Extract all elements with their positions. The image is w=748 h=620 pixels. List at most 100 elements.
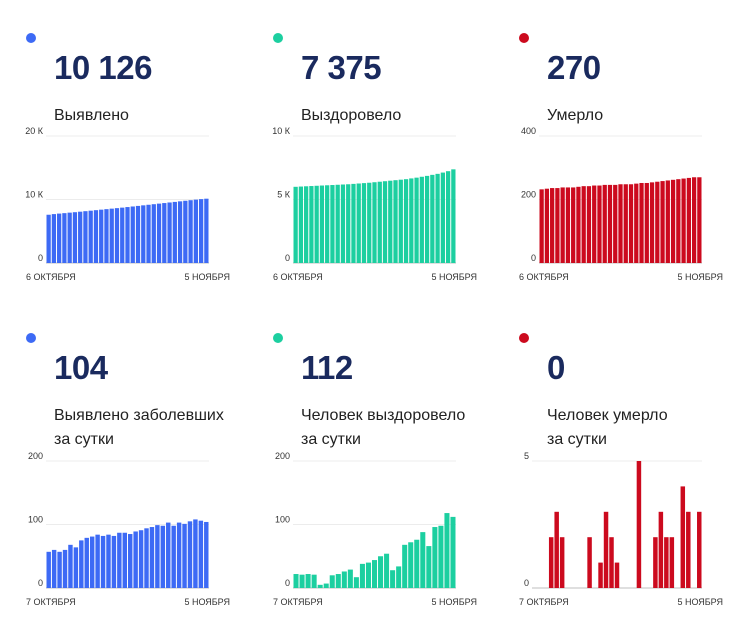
bar (67, 212, 72, 263)
x-tick-start: 7 ОКТЯБРЯ (273, 597, 323, 607)
bar (356, 183, 361, 263)
bar (188, 200, 193, 263)
y-tick-label: 5 (524, 451, 529, 461)
bar (130, 206, 135, 263)
y-tick-label: 0 (524, 578, 529, 588)
bar (384, 553, 390, 588)
stat-label-line: Выздоровело (301, 107, 402, 124)
bar (576, 186, 581, 263)
stat-value: 0 (547, 349, 565, 386)
bar (89, 536, 95, 588)
legend-dot (519, 333, 529, 343)
bar (658, 511, 664, 588)
bar (655, 181, 660, 263)
bar (51, 549, 57, 588)
bar (347, 569, 353, 588)
x-tick-end: 5 НОЯБРЯ (431, 272, 477, 282)
bar (79, 540, 84, 589)
x-tick-start: 6 ОКТЯБРЯ (26, 272, 76, 282)
bar (554, 511, 559, 588)
y-tick-label: 100 (28, 515, 43, 525)
bar (346, 184, 351, 263)
bar (634, 183, 639, 264)
x-tick-start: 7 ОКТЯБРЯ (519, 597, 569, 607)
bar (450, 516, 456, 588)
bar (78, 211, 83, 263)
stat-label: Человек выздоровело за сутки (301, 404, 501, 452)
stat-label: Умерло (547, 104, 747, 128)
bar (171, 525, 176, 588)
stat-label: Выявлено (54, 104, 254, 128)
legend-dot (273, 333, 283, 343)
bar (676, 179, 681, 263)
bar (204, 198, 209, 263)
bar (432, 527, 438, 588)
bar (367, 182, 372, 263)
bar (550, 188, 555, 263)
y-tick-label: 100 (275, 515, 290, 525)
bar (680, 486, 686, 588)
bar (660, 181, 665, 263)
bar (299, 574, 305, 588)
bar (62, 213, 67, 263)
bar (670, 179, 676, 263)
stat-label: Выявлено заболевших за сутки (54, 404, 254, 452)
bar (581, 186, 586, 263)
bar (183, 200, 188, 263)
bar (151, 204, 156, 263)
bar (335, 184, 340, 263)
bar (293, 186, 298, 263)
bar (135, 205, 141, 263)
bar (160, 525, 166, 588)
bar (396, 566, 402, 588)
bar (117, 532, 122, 588)
bar (335, 574, 341, 588)
y-tick-label: 200 (28, 451, 43, 461)
bar (403, 179, 409, 263)
bar (378, 556, 384, 588)
bar (329, 575, 335, 588)
bar (176, 522, 182, 588)
legend-dot (26, 333, 36, 343)
bar (424, 175, 430, 263)
bar (156, 203, 162, 263)
y-tick-label: 400 (521, 126, 536, 136)
panel-daily-recovered: 112 Человек выздоровело за сутки 0 100 200 7 О… (273, 320, 503, 620)
bar (198, 199, 204, 263)
bar (46, 214, 51, 263)
bar (435, 173, 440, 263)
bar (172, 201, 177, 263)
bar (182, 523, 187, 588)
bar (293, 574, 299, 588)
bar (402, 544, 408, 588)
bar (109, 208, 114, 263)
bar (565, 187, 571, 263)
bar (73, 547, 79, 588)
bar (325, 185, 330, 263)
bar-chart: 0 100 200 7 ОКТЯБРЯ 5 НОЯБРЯ (273, 451, 477, 607)
x-tick-end: 5 НОЯБРЯ (184, 272, 230, 282)
bar (72, 212, 78, 263)
bar (359, 563, 365, 588)
bar (93, 210, 99, 263)
bar (104, 209, 109, 263)
bar (162, 203, 167, 263)
bar (669, 537, 675, 588)
stat-label-line: за сутки (547, 431, 607, 448)
y-tick-label: 10 К (25, 190, 44, 200)
bar (614, 562, 620, 588)
bar (353, 577, 359, 588)
stat-label-line: Умерло (547, 107, 604, 124)
bar (408, 542, 414, 588)
x-tick-end: 5 НОЯБРЯ (677, 597, 723, 607)
bar (146, 204, 151, 263)
bar (317, 584, 323, 588)
bar (84, 537, 89, 588)
bar (46, 551, 51, 588)
bar (613, 184, 618, 263)
bar (100, 535, 106, 588)
bar (636, 461, 642, 588)
bar (177, 201, 183, 263)
bar (623, 184, 628, 263)
bar (451, 169, 456, 263)
